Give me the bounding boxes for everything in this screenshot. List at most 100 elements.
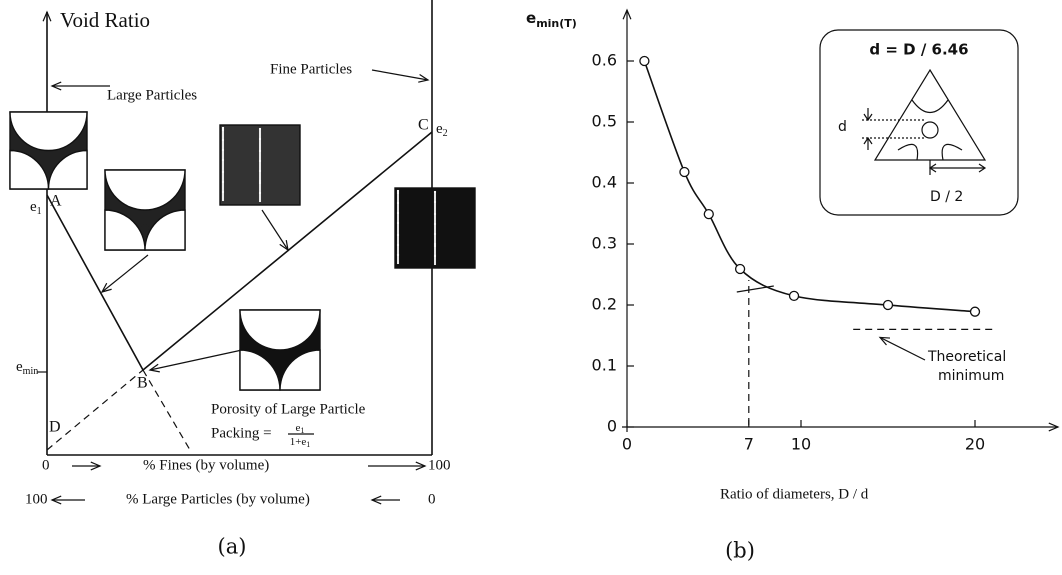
speck	[433, 252, 437, 256]
large-start: 100	[25, 491, 48, 507]
y-tick-label: 0.3	[592, 234, 617, 253]
speck	[396, 217, 400, 221]
e2: e2	[436, 121, 448, 139]
arrow-head	[100, 282, 112, 293]
speck	[433, 224, 437, 228]
speck	[433, 194, 437, 198]
speck	[433, 260, 437, 264]
fines-label: % Fines (by volume)	[143, 457, 269, 473]
point-b: B	[137, 375, 148, 392]
speck	[258, 157, 262, 161]
speck	[221, 166, 225, 170]
speck	[433, 208, 437, 212]
x-tick-label: 0	[622, 435, 632, 454]
arrow	[371, 69, 429, 81]
speck	[258, 129, 262, 133]
y-tick-label: 0.1	[592, 356, 617, 375]
speck	[258, 179, 262, 183]
dashed-line	[142, 369, 191, 451]
speck	[396, 251, 400, 255]
data-point	[969, 306, 981, 317]
data-point	[703, 208, 714, 220]
e2-sub: 2	[443, 128, 448, 139]
speck	[258, 131, 262, 135]
e1-sub: 1	[37, 206, 42, 217]
fines-start: 0	[42, 457, 50, 473]
speck	[221, 162, 225, 166]
speck	[433, 240, 437, 244]
speck	[221, 180, 225, 184]
e1: e1	[30, 199, 42, 217]
arrow-head	[279, 240, 289, 252]
inset-half: D / 2	[930, 189, 963, 205]
speck	[221, 188, 225, 192]
y-tick-label: 0.4	[592, 173, 617, 192]
speck	[433, 232, 437, 236]
speck	[221, 140, 225, 144]
speck	[396, 235, 400, 239]
fraction-bottom-main: 1+e	[290, 436, 307, 448]
speck	[221, 164, 225, 168]
caption-b: (b)	[725, 539, 755, 563]
fraction-top-sub: 1	[300, 426, 304, 435]
data-point	[639, 55, 650, 67]
porosity-line2: Packing =	[211, 425, 272, 441]
large-label: Large Particles	[107, 87, 197, 103]
speck	[258, 163, 262, 167]
speck	[396, 205, 400, 209]
point-c: C	[418, 117, 429, 134]
speck	[258, 199, 262, 203]
speck	[221, 138, 225, 142]
particle	[9, 111, 88, 152]
fine-label: Fine Particles	[270, 61, 352, 77]
speck	[396, 239, 400, 243]
speck	[433, 202, 437, 206]
speck	[221, 168, 225, 172]
y-tick-label: 0	[607, 417, 617, 436]
speck	[433, 242, 437, 246]
speck	[396, 223, 400, 227]
speck	[396, 201, 400, 205]
speck	[433, 262, 437, 266]
speck	[221, 154, 225, 158]
speck	[258, 141, 262, 145]
speck	[433, 216, 437, 220]
arrow-head	[50, 495, 62, 505]
speck	[258, 165, 262, 169]
e2-main: e	[436, 121, 443, 137]
speck	[396, 225, 400, 229]
speck	[221, 146, 225, 150]
speck	[258, 159, 262, 163]
speck	[258, 197, 262, 201]
speck	[258, 175, 262, 179]
particle	[279, 349, 321, 391]
speck	[221, 158, 225, 162]
speck	[396, 245, 400, 249]
speck	[433, 244, 437, 248]
speck	[396, 211, 400, 215]
speck	[396, 253, 400, 257]
speck	[258, 189, 262, 193]
speck	[221, 186, 225, 190]
speck	[396, 233, 400, 237]
speck	[433, 198, 437, 202]
arrow-head	[878, 336, 891, 346]
speck	[221, 134, 225, 138]
large-axis-label: % Large Particles (by volume)	[126, 491, 310, 507]
speck	[221, 178, 225, 182]
speck	[396, 221, 400, 225]
speck	[396, 207, 400, 211]
speck	[258, 147, 262, 151]
speck	[258, 161, 262, 165]
speck	[221, 136, 225, 140]
data-point	[788, 290, 800, 302]
speck	[258, 193, 262, 197]
speck	[221, 184, 225, 188]
speck	[221, 142, 225, 146]
data-point	[734, 263, 746, 275]
speck	[433, 228, 437, 232]
emin-main: e	[16, 359, 23, 375]
speck	[258, 139, 262, 143]
speck	[221, 192, 225, 196]
